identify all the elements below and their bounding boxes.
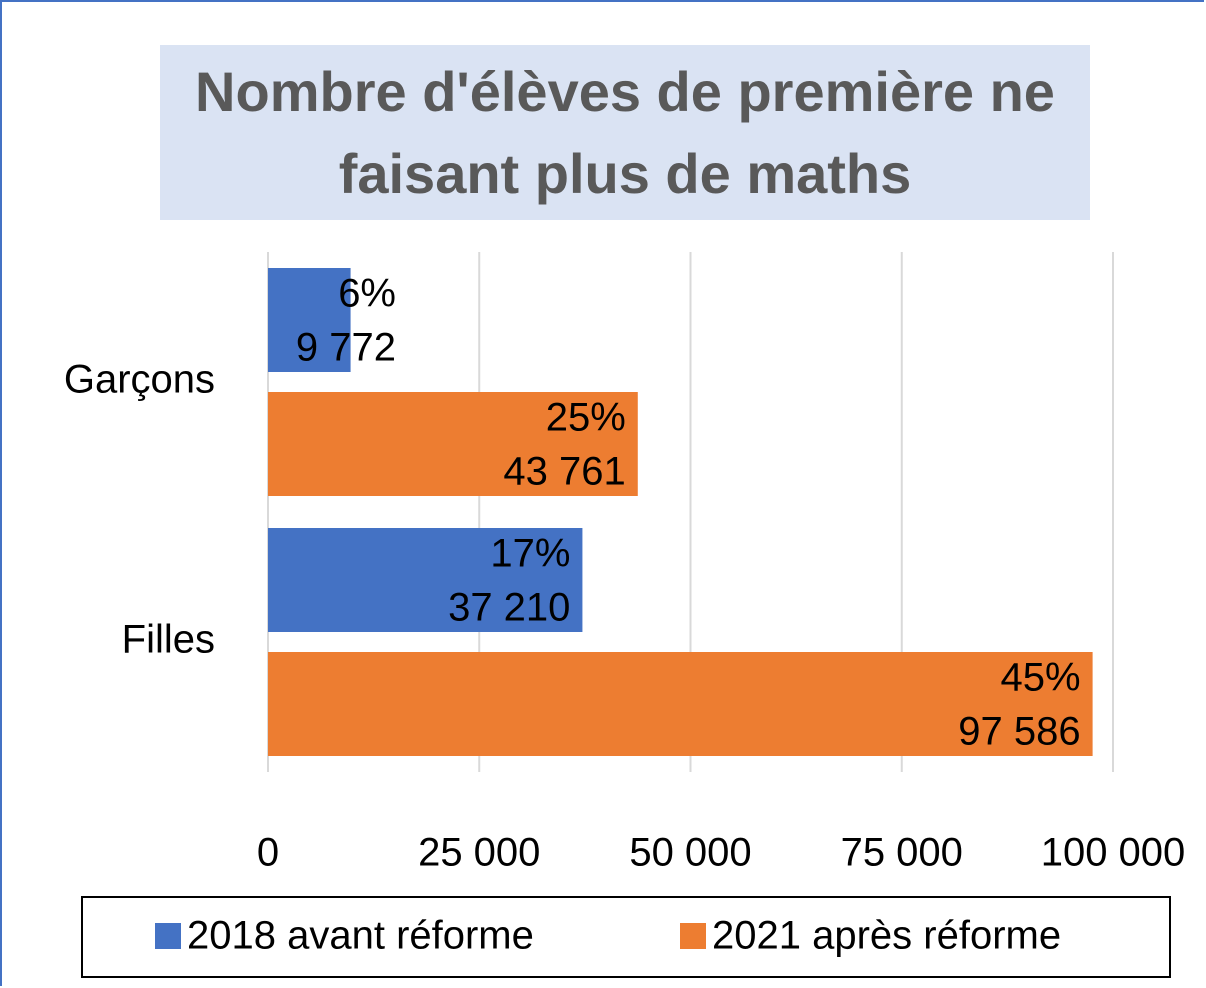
bar <box>268 652 1093 756</box>
x-tick-label: 100 000 <box>1041 831 1186 875</box>
x-tick-label: 75 000 <box>841 831 963 875</box>
bar <box>268 268 351 372</box>
x-tick-label: 50 000 <box>629 831 751 875</box>
bar <box>268 528 583 632</box>
legend-box <box>81 896 1171 978</box>
value-label: 43 761 <box>503 450 625 494</box>
chart-title: Nombre d'élèves de première ne faisant p… <box>160 45 1090 220</box>
legend-label: 2018 avant réforme <box>187 914 534 958</box>
percent-label: 6% <box>338 272 396 316</box>
y-tick-label: Filles <box>122 618 215 662</box>
bar <box>268 392 638 496</box>
x-tick-label: 0 <box>257 831 279 875</box>
percent-label: 17% <box>490 532 570 576</box>
x-tick-label: 25 000 <box>418 831 540 875</box>
value-label: 9 772 <box>296 326 396 370</box>
percent-label: 45% <box>1001 656 1081 700</box>
percent-label: 25% <box>546 396 626 440</box>
legend-swatch <box>680 923 706 949</box>
value-label: 97 586 <box>958 710 1080 754</box>
legend-label: 2021 après réforme <box>712 914 1061 958</box>
value-label: 37 210 <box>448 586 570 630</box>
legend-swatch <box>155 923 181 949</box>
y-tick-label: Garçons <box>64 358 215 402</box>
